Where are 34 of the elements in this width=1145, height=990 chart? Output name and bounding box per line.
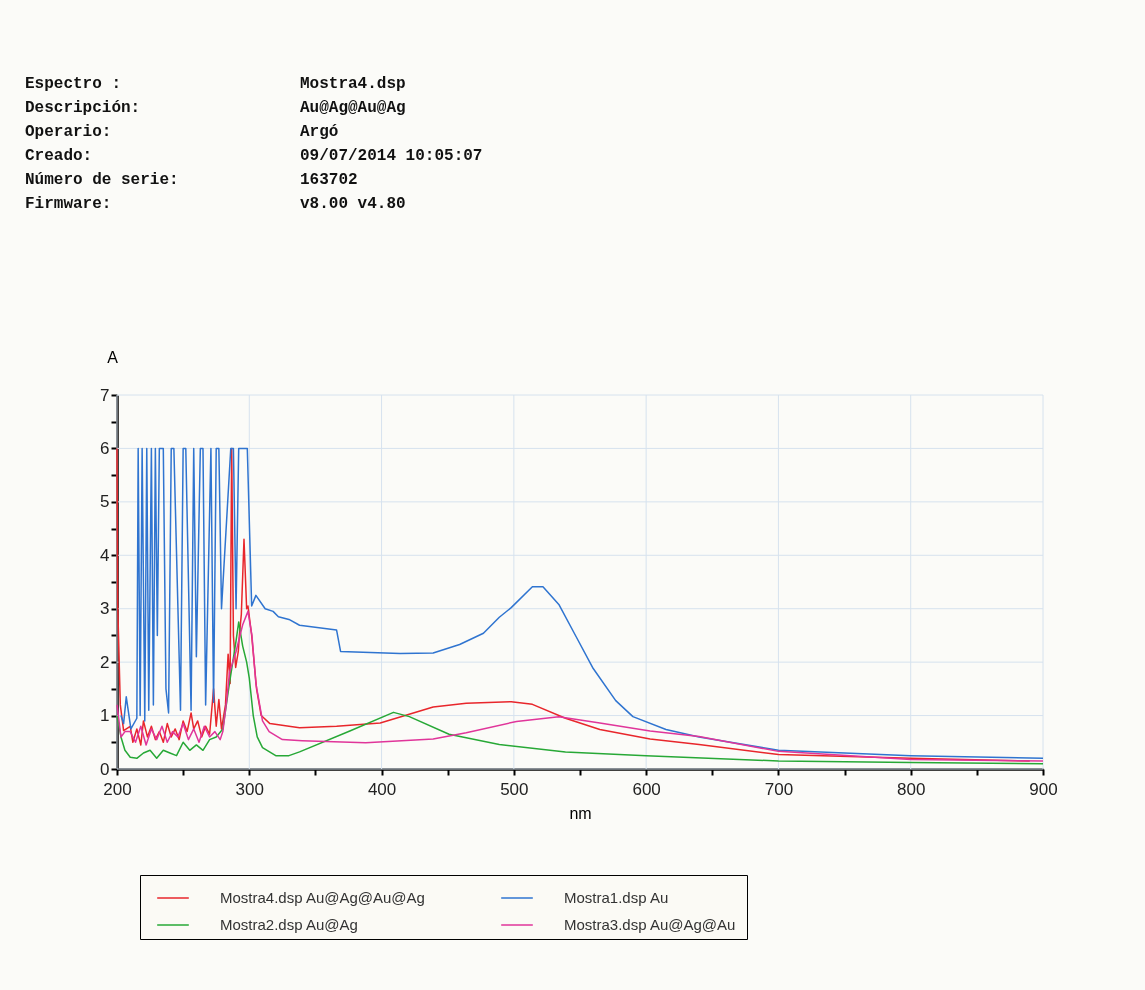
text: Descripción:: [25, 99, 141, 117]
legend-label: Mostra4.dsp Au@Ag@Au@Ag: [220, 889, 425, 906]
text: 09/07/2014 10:05:07: [300, 147, 483, 165]
text: Número de serie:: [25, 171, 179, 189]
x-tick-label: 900: [1029, 779, 1058, 799]
x-tick-label: 400: [367, 779, 397, 799]
y-tick-label: 1: [100, 706, 110, 726]
text: Au@Ag@Au@Ag: [300, 99, 406, 117]
text: 163702: [300, 171, 358, 189]
text: Creado:: [25, 147, 93, 165]
y-tick-label: 2: [100, 652, 110, 672]
text: v8.00 v4.80: [300, 195, 406, 213]
x-tick-label: 300: [235, 779, 264, 799]
y-tick-label: 4: [100, 545, 110, 565]
x-tick-label: 600: [632, 779, 661, 799]
y-tick-label: 5: [100, 492, 110, 512]
x-tick-label: 200: [103, 779, 132, 799]
text: Espectro :: [25, 75, 122, 93]
y-axis-title: A: [107, 348, 119, 366]
legend-label: Mostra1.dsp Au: [564, 889, 669, 906]
text: Operario:: [25, 123, 112, 141]
text: Firmware:: [25, 195, 112, 213]
x-tick-label: 800: [897, 779, 926, 799]
y-tick-label: 6: [100, 438, 110, 458]
y-tick-label: 0: [100, 759, 110, 779]
text: Mostra4.dsp: [300, 75, 406, 93]
text: Argó: [300, 123, 339, 141]
legend-label: Mostra2.dsp Au@Ag: [220, 916, 358, 933]
y-tick-label: 7: [100, 385, 110, 405]
legend-label: Mostra3.dsp Au@Ag@Au: [564, 916, 736, 933]
x-tick-label: 700: [764, 779, 794, 799]
y-tick-label: 3: [100, 599, 110, 619]
x-axis-title: nm: [569, 804, 592, 822]
x-tick-label: 500: [500, 779, 529, 799]
